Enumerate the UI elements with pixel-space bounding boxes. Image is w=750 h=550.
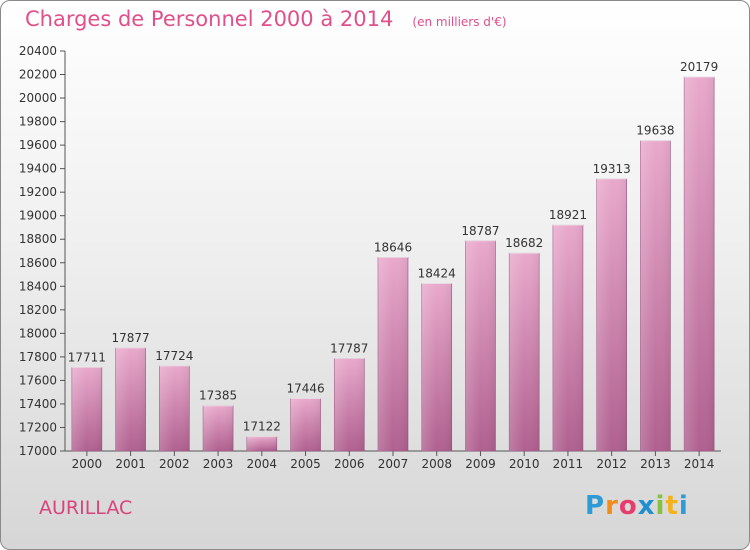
data-label: 17385 [199, 389, 237, 403]
y-tick-label: 17000 [19, 444, 57, 458]
y-tick-label: 18000 [19, 326, 57, 340]
data-label: 17724 [155, 349, 193, 363]
bar-shine [290, 398, 321, 451]
bar-shine [684, 77, 715, 451]
data-label: 17122 [243, 420, 281, 434]
x-tick-label: 2009 [465, 457, 496, 471]
chart-subtitle: (en milliers d'€) [412, 15, 507, 29]
bar-shine [465, 240, 496, 451]
y-tick-label: 19600 [19, 138, 57, 152]
x-tick-label: 2000 [72, 457, 103, 471]
bar-shine [334, 358, 365, 451]
x-tick-label: 2001 [115, 457, 146, 471]
data-label: 18646 [374, 240, 412, 254]
bar-shine [115, 347, 146, 451]
x-tick-label: 2013 [640, 457, 671, 471]
y-tick-label: 19800 [19, 115, 57, 129]
bar-shine [552, 225, 583, 451]
data-label: 18787 [461, 224, 499, 238]
bar-shine [203, 405, 234, 451]
y-tick-label: 20200 [19, 68, 57, 82]
x-tick-label: 2005 [290, 457, 321, 471]
logo-letter: x [637, 491, 656, 521]
y-tick-label: 17800 [19, 350, 57, 364]
y-tick-label: 18600 [19, 256, 57, 270]
x-tick-label: 2006 [334, 457, 365, 471]
title-row: Charges de Personnel 2000 à 2014 (en mil… [25, 7, 507, 31]
data-label: 18682 [505, 236, 543, 250]
logo-letter: P [585, 491, 606, 521]
y-tick-label: 20000 [19, 91, 57, 105]
logo-letter: i [655, 491, 666, 521]
bar-shine [159, 365, 190, 451]
y-axis: 17000 17200 17400 17600 17800 18000 18200 18400… [19, 44, 66, 458]
bar-shine [640, 140, 671, 451]
x-tick-label: 2004 [247, 457, 278, 471]
bar-shine [509, 253, 540, 451]
x-tick-label: 2010 [509, 457, 540, 471]
bar-series: 17711 17877 17724 17385 17122 17446 17787 18646… [68, 60, 718, 452]
data-label: 17446 [286, 382, 324, 396]
proxiti-logo: Proxiti [585, 491, 689, 521]
y-tick-label: 17400 [19, 397, 57, 411]
y-tick-label: 18800 [19, 232, 57, 246]
y-tick-label: 19200 [19, 185, 57, 199]
bar-shine [421, 283, 452, 451]
data-label: 20179 [680, 60, 718, 74]
logo-letter: r [605, 491, 619, 521]
y-tick-label: 18400 [19, 279, 57, 293]
data-label: 19313 [593, 162, 631, 176]
x-tick-label: 2003 [203, 457, 234, 471]
x-tick-label: 2011 [553, 457, 584, 471]
y-tick-label: 17200 [19, 420, 57, 434]
data-label: 17787 [330, 341, 368, 355]
data-label: 18921 [549, 208, 587, 222]
x-axis: 2000 2001 2002 2003 2004 2005 2006 2007 2008 2009… [65, 450, 721, 471]
x-tick-label: 2002 [159, 457, 190, 471]
x-tick-label: 2012 [596, 457, 627, 471]
bar-shine [378, 257, 408, 451]
y-tick-label: 19400 [19, 162, 57, 176]
chart-title: Charges de Personnel 2000 à 2014 [25, 7, 394, 31]
x-tick-label: 2014 [684, 457, 715, 471]
data-label: 17711 [68, 350, 106, 364]
x-tick-label: 2008 [421, 457, 452, 471]
logo-letter: o [618, 491, 638, 521]
y-tick-label: 17600 [19, 373, 57, 387]
bar-shine [71, 367, 102, 451]
x-tick-label: 2007 [378, 457, 409, 471]
y-tick-label: 19000 [19, 209, 57, 223]
data-label: 17877 [112, 331, 150, 345]
data-label: 19638 [636, 124, 674, 138]
bar-shine [246, 436, 277, 451]
logo-letter: i [678, 491, 689, 521]
logo-letter: t [665, 491, 679, 521]
bar-shine [596, 178, 627, 451]
y-tick-label: 18200 [19, 303, 57, 317]
data-label: 18424 [418, 266, 456, 280]
y-tick-label: 20400 [19, 44, 57, 58]
town-name: AURILLAC [39, 497, 133, 519]
